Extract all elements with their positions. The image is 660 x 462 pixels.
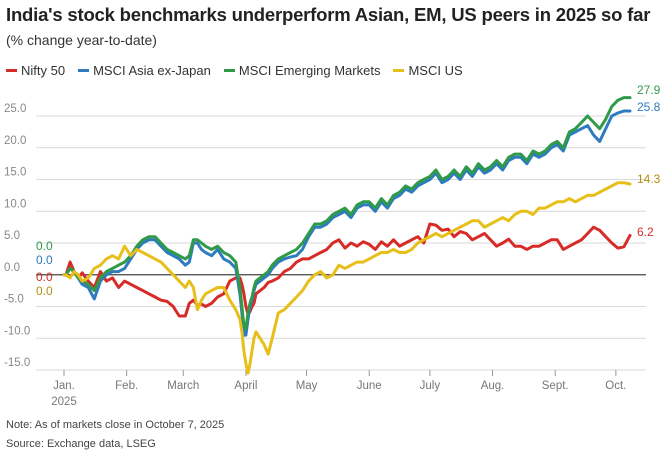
end-value-label: 14.3 [637, 172, 660, 186]
legend-item-us: MSCI US [393, 63, 463, 78]
legend-label-us: MSCI US [408, 63, 463, 78]
series-line-1 [62, 109, 632, 337]
x-tick-label: Oct. [605, 380, 626, 392]
x-tick-label: Sept. [542, 380, 569, 392]
x-tick-label: May [296, 380, 318, 392]
x-tick-label: June [357, 380, 382, 392]
x-tick-label: March [167, 380, 199, 392]
y-tick-label: 20.0 [4, 135, 26, 147]
chart-source: Source: Exchange data, LSEG [6, 438, 156, 450]
chart-note: Note: As of markets close in October 7, … [6, 419, 225, 431]
legend-item-asia: MSCI Asia ex-Japan [78, 63, 211, 78]
start-value-label: 0.0 [36, 239, 53, 253]
chart-title: India's stock benchmarks underperform As… [6, 4, 651, 25]
legend-label-nifty: Nifty 50 [21, 63, 66, 78]
start-value-label: 0.0 [36, 253, 53, 267]
x-tick-label: April [234, 380, 257, 392]
series-line-2 [62, 96, 632, 331]
legend-swatch-asia [78, 69, 90, 72]
y-tick-label: 15.0 [4, 167, 26, 179]
x-tick-label-year: 2025 [51, 396, 77, 408]
end-value-label: 25.8 [637, 100, 660, 114]
y-tick-label: 10.0 [4, 198, 26, 210]
y-tick-label: -5.0 [4, 294, 24, 306]
series-line-0 [62, 222, 632, 318]
x-tick-label: Jan. [53, 380, 75, 392]
legend-label-asia: MSCI Asia ex-Japan [93, 63, 211, 78]
start-value-label: 0.0 [36, 284, 53, 298]
chart-subtitle: (% change year-to-date) [6, 32, 157, 48]
x-tick-label: Aug. [481, 380, 505, 392]
legend-label-em: MSCI Emerging Markets [238, 63, 381, 78]
legend-item-em: MSCI Emerging Markets [223, 63, 381, 78]
chart-legend: Nifty 50 MSCI Asia ex-Japan MSCI Emergin… [6, 63, 463, 78]
y-tick-label: 0.0 [4, 262, 20, 274]
y-tick-label: -10.0 [4, 325, 30, 337]
legend-swatch-nifty [6, 69, 17, 72]
start-value-label: 0.0 [36, 270, 53, 284]
legend-swatch-us [393, 69, 405, 72]
y-tick-label: -15.0 [4, 357, 30, 369]
y-tick-label: 25.0 [4, 103, 26, 115]
series-line-3 [62, 181, 632, 375]
x-tick-label: Feb. [115, 380, 138, 392]
legend-swatch-em [223, 69, 235, 72]
x-tick-label: July [420, 380, 441, 392]
end-value-label: 27.9 [637, 83, 660, 97]
end-value-label: 6.2 [637, 225, 654, 239]
y-tick-label: 5.0 [4, 230, 20, 242]
legend-item-nifty: Nifty 50 [6, 63, 65, 78]
